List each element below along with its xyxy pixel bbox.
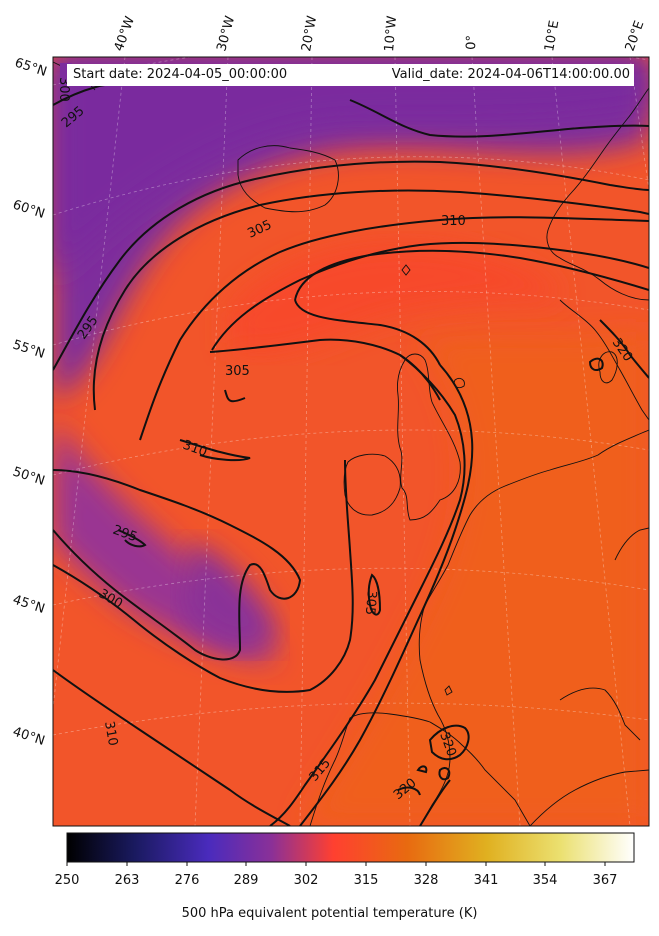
latitude-labels: 65°N 60°N 55°N 50°N 45°N 40°N xyxy=(11,56,49,749)
theta-e-field xyxy=(53,57,649,826)
lon-label-40w: 40°W xyxy=(112,14,138,53)
lat-label-50n: 50°N xyxy=(11,465,47,489)
lat-label-40n: 40°N xyxy=(11,725,47,749)
lat-label-65n: 65°N xyxy=(13,56,49,80)
coastlines xyxy=(53,61,649,826)
lon-label-0: 0° xyxy=(464,35,480,50)
colorbar: 250 263 276 289 302 315 328 341 354 367 xyxy=(55,832,635,888)
valid-date: Valid_date: 2024-04-06T14:00:00.00 xyxy=(391,67,630,82)
lon-label-20w: 20°W xyxy=(299,15,320,53)
colorbar-tick: 263 xyxy=(115,873,140,888)
colorbar-tick-marks xyxy=(66,862,606,866)
contour-label: 310 xyxy=(441,214,466,229)
colorbar-label: 500 hPa equivalent potential temperature… xyxy=(181,906,478,921)
lon-label-20e: 20°E xyxy=(623,19,648,54)
lon-label-30w: 30°W xyxy=(214,14,238,53)
map-frame xyxy=(52,56,650,827)
colorbar-tick: 302 xyxy=(294,873,319,888)
date-header: Start date: 2024-04-05_00:00:00 Valid_da… xyxy=(67,64,634,86)
colorbar-tick: 328 xyxy=(414,873,439,888)
contour-lines xyxy=(53,82,649,826)
colorbar-tick: 315 xyxy=(354,873,379,888)
colorbar-tick: 367 xyxy=(593,873,618,888)
lat-label-60n: 60°N xyxy=(11,198,47,222)
contour-label: 310 xyxy=(101,720,120,747)
lon-label-10e: 10°E xyxy=(542,19,562,52)
lat-label-55n: 55°N xyxy=(11,338,47,362)
colorbar-tick: 250 xyxy=(55,873,80,888)
colorbar-tick: 289 xyxy=(234,873,259,888)
colorbar-gradient xyxy=(66,832,635,863)
lat-label-45n: 45°N xyxy=(11,593,47,617)
longitude-labels: 40°W 30°W 20°W 10°W 0° 10°E 20°E xyxy=(112,14,648,53)
contour-label: 305 xyxy=(225,364,250,379)
start-date: Start date: 2024-04-05_00:00:00 xyxy=(73,67,288,82)
colorbar-tick: 354 xyxy=(533,873,558,888)
lon-label-10w: 10°W xyxy=(382,15,400,52)
colorbar-tick: 276 xyxy=(175,873,200,888)
colorbar-tick: 341 xyxy=(474,873,499,888)
contour-label: 305 xyxy=(362,590,379,616)
